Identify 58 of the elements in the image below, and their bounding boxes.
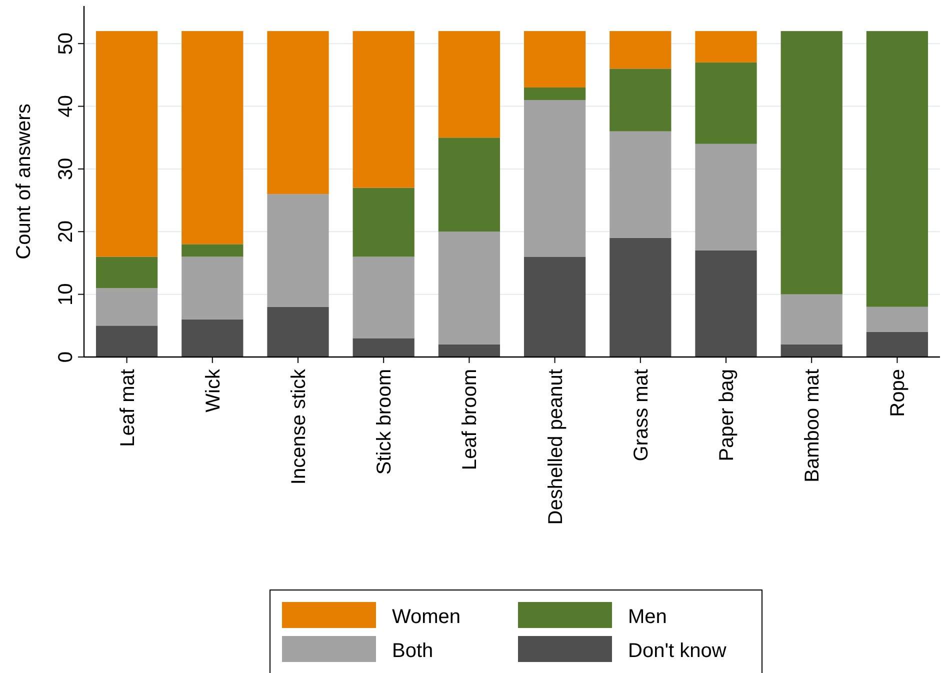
- legend-label: Both: [392, 640, 434, 662]
- bar: [438, 344, 500, 357]
- bar: [352, 31, 414, 188]
- bar: [96, 31, 158, 257]
- bar: [182, 256, 244, 320]
- bar: [524, 31, 586, 88]
- bar: [695, 250, 757, 357]
- bar: [610, 31, 672, 69]
- y-tick-label: 40: [55, 95, 77, 118]
- y-tick-label: 0: [55, 351, 77, 363]
- legend-label: Men: [628, 606, 667, 628]
- y-tick-label: 10: [55, 283, 77, 306]
- bar: [866, 31, 928, 307]
- x-tick-label: Rope: [887, 369, 910, 417]
- y-tick-label: 50: [55, 32, 77, 55]
- y-axis-title: Count of answers: [13, 104, 35, 260]
- bar: [267, 306, 329, 357]
- y-tick-label: 20: [55, 220, 77, 243]
- bar: [438, 138, 500, 232]
- bar: [524, 256, 586, 357]
- bar: [524, 100, 586, 257]
- x-tick-label: Wick: [202, 368, 224, 412]
- bar: [352, 256, 414, 338]
- y-tick-label: 30: [55, 158, 77, 180]
- legend-label: Women: [392, 606, 461, 628]
- bar: [610, 238, 672, 357]
- bar: [524, 87, 586, 100]
- bar: [267, 194, 329, 307]
- bar: [780, 294, 842, 344]
- bar: [182, 319, 244, 357]
- bar: [96, 288, 158, 326]
- bar: [695, 144, 757, 250]
- bar: [267, 31, 329, 194]
- bar: [695, 31, 757, 62]
- bar: [780, 344, 842, 357]
- bar: [438, 31, 500, 138]
- x-tick-label: Leaf mat: [116, 368, 139, 447]
- bar: [695, 62, 757, 144]
- bar: [610, 131, 672, 238]
- bar: [182, 244, 244, 257]
- x-tick-label: Paper bag: [716, 369, 738, 462]
- bar: [438, 232, 500, 344]
- bar: [780, 31, 842, 294]
- x-tick-label: Stick broom: [374, 369, 396, 475]
- bar: [352, 338, 414, 357]
- x-tick-label: Leaf broom: [459, 369, 482, 470]
- x-tick-label: Incense stick: [288, 368, 310, 485]
- x-tick-label: Bamboo mat: [802, 368, 824, 482]
- legend-label: Don't know: [628, 640, 727, 662]
- bar: [866, 332, 928, 357]
- bar: [610, 68, 672, 132]
- bar: [96, 326, 158, 357]
- x-tick-label: Grass mat: [630, 368, 652, 462]
- x-tick-label: Deshelled peanut: [544, 368, 567, 525]
- bar: [96, 256, 158, 288]
- bar: [866, 306, 928, 332]
- bar: [352, 188, 414, 257]
- bar: [182, 31, 244, 244]
